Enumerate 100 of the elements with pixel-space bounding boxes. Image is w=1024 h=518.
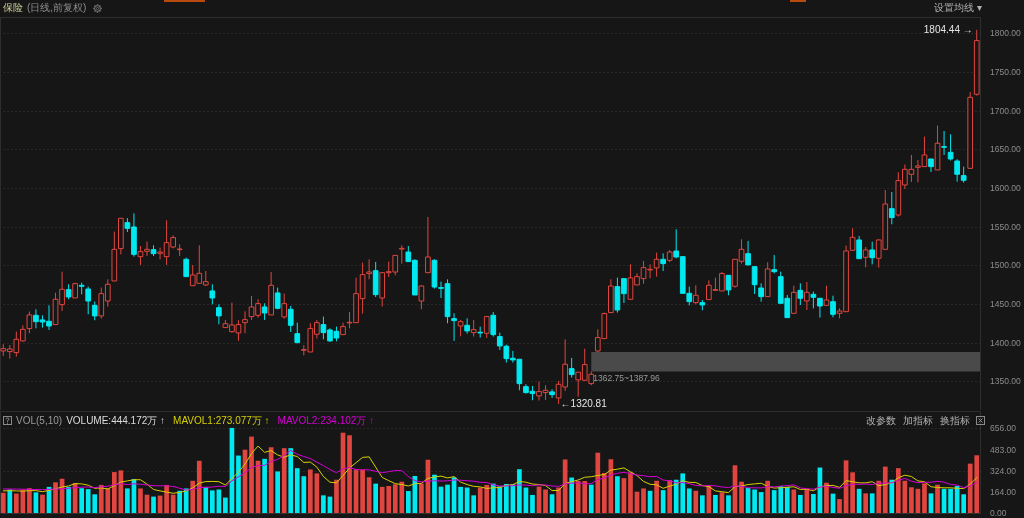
bar xyxy=(784,486,790,513)
candlestick xyxy=(287,305,294,333)
candlestick xyxy=(862,246,869,268)
bar xyxy=(869,493,875,513)
bar xyxy=(249,436,254,513)
candlestick xyxy=(183,257,190,278)
y-tick-label: 164.00 xyxy=(990,486,1017,497)
candlestick xyxy=(464,317,470,335)
bar xyxy=(190,480,196,513)
bar xyxy=(471,495,477,513)
candlestick xyxy=(568,357,575,379)
candlestick xyxy=(85,286,92,315)
bar xyxy=(628,472,633,513)
bar xyxy=(752,489,757,513)
candlestick xyxy=(725,274,732,296)
bar xyxy=(517,469,522,513)
bar xyxy=(895,468,901,513)
y-tick-label: 1550.00 xyxy=(990,221,1021,232)
bar xyxy=(765,480,771,513)
bar xyxy=(79,488,85,513)
candlestick xyxy=(745,240,751,266)
bar xyxy=(882,466,888,513)
bar xyxy=(164,484,169,513)
chart-subtitle: VOLUME:444.172万 ↑ xyxy=(66,414,166,426)
bar xyxy=(588,484,594,513)
bar xyxy=(615,476,620,513)
y-tick-label: 0.00 xyxy=(990,508,1007,518)
bar xyxy=(209,490,215,513)
bar xyxy=(262,458,267,513)
candlestick xyxy=(856,235,862,260)
annotation: 加指标 xyxy=(903,414,933,426)
bar xyxy=(569,477,575,513)
bar xyxy=(236,455,241,513)
bar xyxy=(321,495,326,513)
candlestick xyxy=(790,285,797,314)
y-tick-label: 1600.00 xyxy=(990,182,1021,193)
bar xyxy=(111,472,117,513)
text: 设置均线 ▾ xyxy=(934,2,982,13)
bar xyxy=(909,487,914,513)
candlestick xyxy=(26,311,33,334)
bar xyxy=(791,489,797,513)
y-tick-label: 483.00 xyxy=(990,445,1017,456)
y-tick-label: 1400.00 xyxy=(990,337,1021,348)
bar xyxy=(288,448,294,513)
candlestick xyxy=(947,133,954,162)
candlestick xyxy=(751,266,758,295)
bar xyxy=(556,487,561,513)
candlestick xyxy=(817,297,823,319)
candlestick xyxy=(281,293,288,320)
annotation: ←1320.81 xyxy=(560,397,608,409)
bar xyxy=(138,488,143,513)
y-tick-label: 656.00 xyxy=(990,422,1017,433)
candlestick xyxy=(216,303,222,325)
bar xyxy=(125,488,130,513)
bar xyxy=(347,435,352,513)
y-tick-label: 1350.00 xyxy=(990,376,1021,387)
chart-title: VOL(5,10) xyxy=(16,414,63,426)
candlestick xyxy=(653,252,660,278)
bar xyxy=(654,480,659,513)
bar xyxy=(0,492,6,513)
bar xyxy=(726,495,731,513)
bar xyxy=(13,493,19,513)
candlestick xyxy=(242,310,248,334)
bar xyxy=(601,472,607,513)
y-tick-label: 1500.00 xyxy=(990,260,1021,271)
candlestick xyxy=(398,244,405,265)
candlestick xyxy=(771,254,778,274)
y-tick-label: 1450.00 xyxy=(990,299,1021,310)
candlestick xyxy=(823,285,830,306)
bar xyxy=(699,495,705,513)
bar xyxy=(797,494,803,513)
y-tick-label: 1700.00 xyxy=(990,105,1021,116)
bar xyxy=(53,482,58,513)
bar xyxy=(27,488,32,513)
annotation: 改参数 xyxy=(866,414,896,426)
candlestick xyxy=(692,284,699,305)
bar xyxy=(948,488,953,513)
bar xyxy=(223,497,228,513)
bar xyxy=(405,491,411,513)
bar xyxy=(66,486,71,513)
bar xyxy=(334,479,339,513)
bar xyxy=(863,493,869,513)
bar xyxy=(686,488,692,513)
bar xyxy=(889,479,895,513)
annotation: 换指标 xyxy=(940,414,970,426)
bar xyxy=(445,484,450,513)
bar xyxy=(739,481,744,513)
bar xyxy=(641,488,646,513)
bar xyxy=(183,488,189,513)
candlestick xyxy=(941,130,947,156)
bar xyxy=(530,494,535,513)
bar xyxy=(837,499,842,513)
chart-title: 保险 xyxy=(3,2,23,13)
candlestick xyxy=(869,241,876,265)
bar xyxy=(850,472,855,513)
bar xyxy=(667,480,673,513)
bar xyxy=(275,471,281,513)
band-label: 1362.75~1387.96 xyxy=(593,372,660,383)
candlestick xyxy=(830,295,836,318)
bar xyxy=(503,484,509,513)
